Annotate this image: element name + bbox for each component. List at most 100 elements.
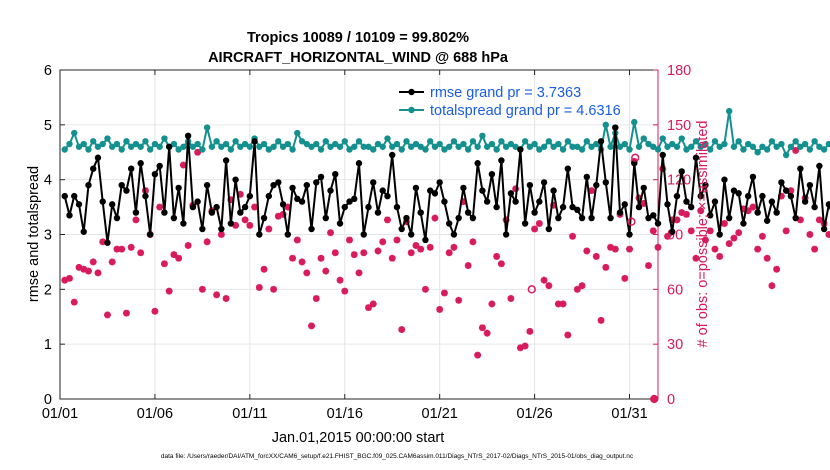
obs-assimilated-point [327,229,334,237]
rmse-point [621,201,628,208]
obs-assimilated-point [730,234,738,242]
obs-assimilated-point [436,306,444,313]
totalspread-point [455,143,462,150]
totalspread-point [346,146,353,153]
totalspread-point [664,143,671,150]
rmse-point [493,203,500,211]
rmse-point [289,184,296,192]
rmse-point [545,225,553,233]
totalspread-point [498,138,505,145]
rmse-point [669,228,676,235]
rmse-point [773,209,780,216]
obs-assimilated-point [507,295,515,302]
totalspread-point [512,143,519,150]
totalspread-point [479,132,486,139]
y-right-tick-label: 30 [667,337,683,353]
totalspread-point [650,143,657,150]
rmse-point [507,190,515,197]
obs-assimilated-point [426,243,434,251]
totalspread-point [260,140,268,148]
y-left-tick-label: 0 [44,392,52,408]
rmse-point [483,198,491,205]
rmse-point [104,239,111,246]
rmse-point [279,201,287,208]
obs-assimilated-point [569,232,576,240]
rmse-point [251,138,258,145]
x-tick-label: 01/21 [422,406,458,422]
rmse-point [697,192,704,200]
obs-assimilated-point [156,203,164,211]
totalspread-point [132,140,140,148]
rmse-point [517,146,524,153]
totalspread-point [593,140,600,148]
obs-assimilated-point [298,258,306,266]
rmse-point [332,170,339,178]
obs-assimilated-point [478,324,486,332]
obs-assimilated-point [227,196,235,204]
totalspread-point [631,118,638,126]
rmse-point [355,160,363,167]
rmse-point [801,198,809,205]
rmse-point [616,209,624,216]
obs-assimilated-point [194,148,202,156]
obs-assimilated-point [412,242,420,249]
rmse-point [436,179,443,186]
totalspread-point [673,143,681,150]
legend-rmse-label: rmse grand pr = 3.7363 [430,85,581,101]
obs-assimilated-point [127,243,135,251]
totalspread-point [460,140,467,148]
obs-assimilated-point [312,295,320,302]
totalspread-point [360,143,367,150]
totalspread-point [559,146,567,153]
rmse-point [374,209,382,216]
obs-assimilated-point [792,147,800,154]
obs-assimilated-point [796,216,804,224]
obs-assimilated-point [763,254,771,262]
obs-assimilated-point [369,300,377,308]
totalspread-point [450,138,458,145]
obs-assimilated-point [393,236,401,244]
rmse-point [184,132,192,139]
obs-assimilated-point [744,207,752,215]
totalspread-point [536,146,543,153]
totalspread-point [578,146,586,153]
obs-possible-point [650,394,659,404]
obs-assimilated-point [184,242,192,249]
totalspread-point [355,138,363,145]
obs-assimilated-point [654,243,662,251]
obs-assimilated-point [80,265,88,273]
totalspread-point [801,140,809,148]
totalspread-point [232,138,239,145]
rmse-point [640,184,647,192]
totalspread-point [711,138,719,145]
totalspread-point [678,135,685,142]
obs-assimilated-point [108,258,116,266]
rmse-point [768,198,776,205]
rmse-point [256,231,263,238]
rmse-series [61,124,830,246]
totalspread-point [66,140,73,148]
rmse-point [512,198,519,205]
obs-assimilated-point [488,300,496,308]
rmse-point [80,228,87,235]
totalspread-point [502,143,510,150]
rmse-point [213,203,220,211]
rmse-point [479,187,486,194]
rmse-point [199,225,206,233]
obs-assimilated-point [535,220,543,227]
obs-assimilated-point [246,221,254,229]
totalspread-point [782,151,790,159]
x-tick-label: 01/06 [137,406,173,422]
totalspread-point [417,143,424,150]
totalspread-point [540,143,548,150]
totalspread-point [659,135,666,142]
rmse-point [175,184,182,192]
totalspread-point [697,143,704,150]
rmse-point [740,220,747,227]
rmse-point [445,220,453,227]
obs-assimilated-point [151,307,159,315]
rmse-point [379,187,386,194]
obs-assimilated-point [578,282,586,290]
totalspread-point [308,143,315,150]
obs-assimilated-point [464,262,472,269]
